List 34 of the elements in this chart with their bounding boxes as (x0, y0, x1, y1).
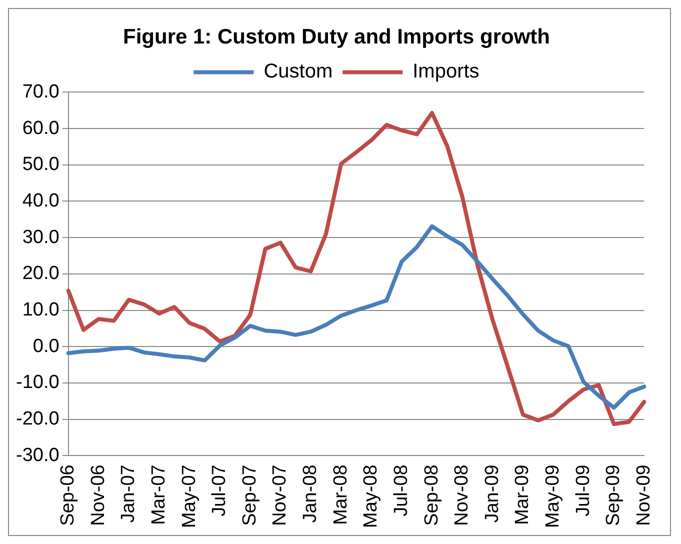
legend-label: Imports (412, 60, 480, 83)
y-tick-label: 10.0 (22, 300, 60, 320)
x-tick-label: Jan-07 (118, 464, 140, 523)
y-tick-label: 20.0 (22, 263, 60, 284)
chart-title: Figure 1: Custom Duty and Imports growth (122, 25, 550, 48)
x-tick-label: Mar-08 (330, 464, 352, 525)
x-tick-label: Jul-08 (390, 464, 412, 516)
x-tick-label: Jul-09 (572, 464, 594, 516)
x-tick-label: Sep-08 (421, 464, 442, 526)
x-tick-label: Nov-08 (452, 464, 473, 526)
x-tick-label: Jan-09 (482, 464, 503, 523)
x-tick-label: Nov-06 (88, 464, 109, 526)
x-tick-label: Sep-06 (58, 464, 79, 526)
y-tick-label: 60.0 (22, 118, 60, 139)
x-tick-label: Jul-07 (209, 464, 230, 516)
y-tick-label: 30.0 (22, 226, 60, 248)
x-tick-label: Mar-09 (512, 464, 534, 525)
x-tick-label: May-07 (178, 464, 200, 528)
y-tick-label: -20.0 (16, 408, 60, 430)
x-tick-label: Jan-08 (300, 464, 322, 523)
x-tick-label: May-09 (542, 464, 564, 528)
y-tick-label: 70.0 (22, 81, 60, 102)
legend-label: Custom (264, 60, 333, 83)
x-tick-label: Mar-07 (148, 464, 170, 525)
x-tick-label: Sep-07 (239, 464, 260, 526)
x-tick-label: May-08 (360, 464, 382, 528)
y-tick-label: -10.0 (16, 372, 60, 394)
x-tick-label: Nov-07 (270, 464, 291, 526)
y-tick-label: 0.0 (32, 336, 60, 357)
x-tick-label: Nov-09 (633, 464, 654, 526)
x-tick-label: Sep-09 (603, 464, 624, 526)
y-tick-label: -30.0 (16, 444, 60, 466)
y-tick-label: 40.0 (22, 190, 60, 212)
y-tick-label: 50.0 (22, 154, 60, 176)
